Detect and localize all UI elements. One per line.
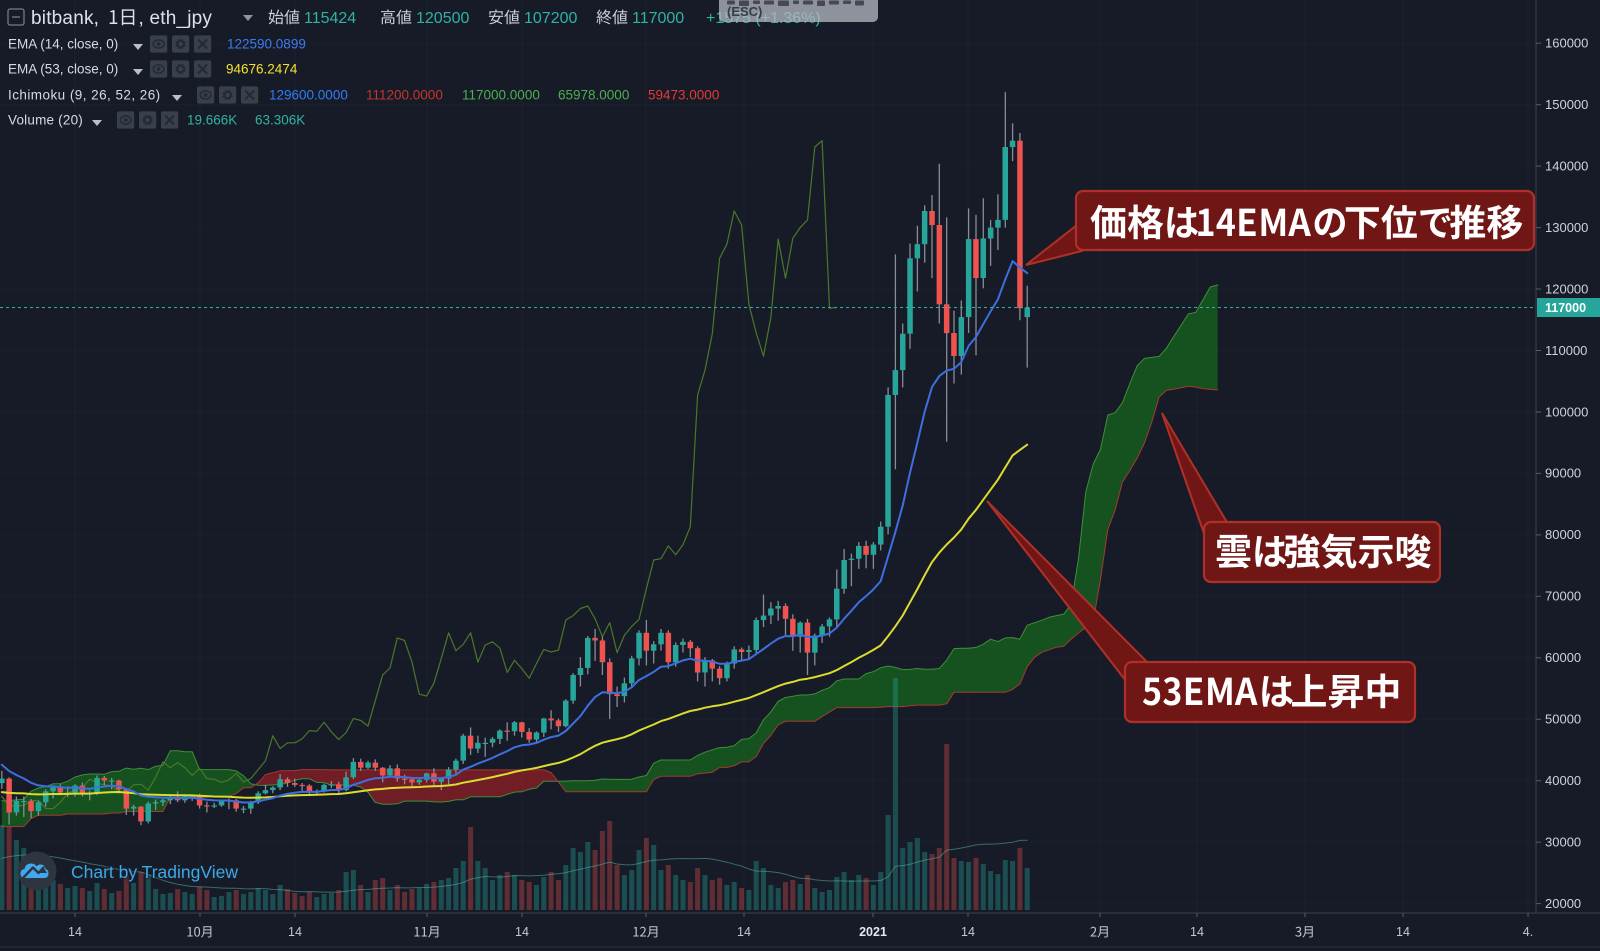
svg-text:4.: 4.: [1523, 925, 1533, 939]
svg-text:Volume (20): Volume (20): [8, 113, 83, 128]
svg-text:115424: 115424: [304, 10, 356, 27]
svg-text:65978.0000: 65978.0000: [558, 88, 629, 103]
svg-text:122590.0899: 122590.0899: [227, 37, 306, 52]
svg-text:2021: 2021: [859, 925, 887, 939]
svg-text:120000: 120000: [1545, 281, 1588, 296]
svg-text:14: 14: [515, 925, 529, 939]
svg-text:59473.0000: 59473.0000: [648, 88, 719, 103]
svg-text:100000: 100000: [1545, 404, 1588, 419]
svg-text:50000: 50000: [1545, 712, 1581, 727]
svg-text:63.306K: 63.306K: [255, 113, 305, 128]
svg-text:117000: 117000: [632, 10, 684, 27]
svg-text:Ichimoku (9, 26, 52, 26): Ichimoku (9, 26, 52, 26): [8, 88, 161, 103]
svg-text:14: 14: [961, 925, 975, 939]
svg-text:19.666K: 19.666K: [187, 113, 237, 128]
svg-text:30000: 30000: [1545, 835, 1581, 850]
svg-text:14: 14: [1396, 925, 1410, 939]
svg-text:94676.2474: 94676.2474: [226, 62, 298, 77]
svg-text:120500: 120500: [416, 10, 469, 27]
svg-text:60000: 60000: [1545, 650, 1581, 665]
svg-text:14: 14: [1190, 925, 1204, 939]
svg-text:(ESC): (ESC): [727, 4, 762, 19]
svg-text:107200: 107200: [524, 10, 577, 27]
svg-text:160000: 160000: [1545, 36, 1588, 51]
svg-text:14: 14: [737, 925, 751, 939]
svg-text:110000: 110000: [1545, 343, 1587, 358]
svg-text:bitbank,: bitbank,: [31, 8, 99, 29]
svg-text:111200.0000: 111200.0000: [366, 88, 443, 103]
svg-text:, eth_jpy: , eth_jpy: [139, 8, 213, 29]
svg-text:90000: 90000: [1545, 466, 1581, 481]
svg-text:70000: 70000: [1545, 589, 1581, 604]
svg-text:150000: 150000: [1545, 97, 1588, 112]
svg-text:129600.0000: 129600.0000: [269, 88, 348, 103]
svg-text:117000: 117000: [1545, 301, 1586, 315]
svg-text:117000.0000: 117000.0000: [462, 88, 540, 103]
svg-text:140000: 140000: [1545, 158, 1588, 173]
svg-text:EMA (14, close, 0): EMA (14, close, 0): [8, 37, 118, 52]
svg-text:20000: 20000: [1545, 896, 1581, 911]
svg-text:Chart by TradingView: Chart by TradingView: [71, 862, 238, 882]
svg-text:130000: 130000: [1545, 220, 1588, 235]
svg-text:EMA (53, close, 0): EMA (53, close, 0): [8, 62, 118, 77]
svg-text:14: 14: [288, 925, 302, 939]
svg-text:40000: 40000: [1545, 773, 1581, 788]
svg-text:14: 14: [68, 925, 82, 939]
svg-text:80000: 80000: [1545, 527, 1581, 542]
